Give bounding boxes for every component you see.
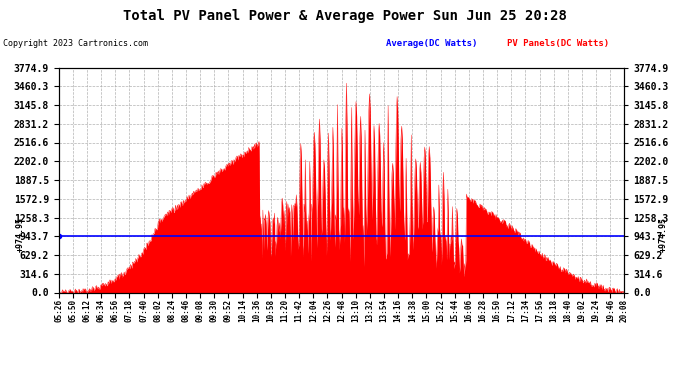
Text: +974.95: +974.95 — [659, 217, 668, 252]
Text: Average(DC Watts): Average(DC Watts) — [386, 39, 477, 48]
Text: Total PV Panel Power & Average Power Sun Jun 25 20:28: Total PV Panel Power & Average Power Sun… — [123, 9, 567, 23]
Text: +974.95: +974.95 — [15, 217, 24, 252]
Text: PV Panels(DC Watts): PV Panels(DC Watts) — [507, 39, 609, 48]
Text: Copyright 2023 Cartronics.com: Copyright 2023 Cartronics.com — [3, 39, 148, 48]
